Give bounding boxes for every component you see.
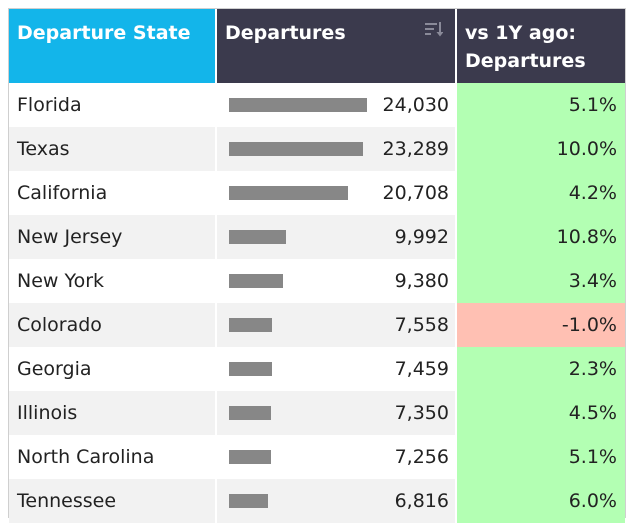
state-cell: New York bbox=[9, 259, 217, 303]
departures-cell: 20,708 bbox=[217, 171, 457, 215]
vs-1y-change-cell: 2.3% bbox=[457, 347, 625, 391]
table-row[interactable]: Illinois 7,350 4.5% bbox=[9, 391, 625, 435]
departures-bar bbox=[229, 142, 363, 156]
departures-value: 23,289 bbox=[382, 138, 449, 160]
departures-value: 24,030 bbox=[382, 94, 449, 116]
sort-descending-icon[interactable] bbox=[425, 21, 443, 37]
state-cell: Florida bbox=[9, 83, 217, 127]
column-header-vs-1y-ago[interactable]: vs 1Y ago: Departures bbox=[457, 9, 625, 83]
departures-table: Departure State Departures vs 1Y ago: De… bbox=[8, 8, 626, 523]
column-header-departures-label: Departures bbox=[225, 22, 346, 44]
departures-bar bbox=[229, 494, 268, 508]
departures-value: 7,558 bbox=[394, 314, 449, 336]
table-row[interactable]: Florida 24,030 5.1% bbox=[9, 83, 625, 127]
departures-value: 6,816 bbox=[394, 490, 449, 512]
vs-1y-change-cell: -1.0% bbox=[457, 303, 625, 347]
state-cell: California bbox=[9, 171, 217, 215]
table-row[interactable]: Tennessee 6,816 6.0% bbox=[9, 479, 625, 523]
departures-bar bbox=[229, 406, 271, 420]
table-row[interactable]: New Jersey 9,992 10.8% bbox=[9, 215, 625, 259]
column-header-departures[interactable]: Departures bbox=[217, 9, 457, 83]
state-cell: Colorado bbox=[9, 303, 217, 347]
table-row[interactable]: California 20,708 4.2% bbox=[9, 171, 625, 215]
departures-cell: 9,992 bbox=[217, 215, 457, 259]
table-row[interactable]: New York 9,380 3.4% bbox=[9, 259, 625, 303]
vs-1y-change-cell: 6.0% bbox=[457, 479, 625, 523]
departures-bar bbox=[229, 274, 283, 288]
departures-value: 9,992 bbox=[394, 226, 449, 248]
departures-bar bbox=[229, 362, 272, 376]
departures-cell: 7,459 bbox=[217, 347, 457, 391]
state-cell: Texas bbox=[9, 127, 217, 171]
vs-1y-change-cell: 4.2% bbox=[457, 171, 625, 215]
departures-bar bbox=[229, 230, 286, 244]
column-header-vs-line2: Departures bbox=[465, 50, 586, 72]
table-row[interactable]: Colorado 7,558 -1.0% bbox=[9, 303, 625, 347]
departures-cell: 9,380 bbox=[217, 259, 457, 303]
vs-1y-change-cell: 5.1% bbox=[457, 83, 625, 127]
departures-cell: 23,289 bbox=[217, 127, 457, 171]
table-body: Florida 24,030 5.1% Texas 23,289 10.0% Califor… bbox=[9, 83, 625, 523]
departures-bar bbox=[229, 318, 272, 332]
vs-1y-change-cell: 10.8% bbox=[457, 215, 625, 259]
column-header-departure-state[interactable]: Departure State bbox=[9, 9, 217, 83]
table-row[interactable]: Georgia 7,459 2.3% bbox=[9, 347, 625, 391]
table-row[interactable]: North Carolina 7,256 5.1% bbox=[9, 435, 625, 479]
departures-bar bbox=[229, 98, 367, 112]
state-cell: Illinois bbox=[9, 391, 217, 435]
departures-cell: 7,256 bbox=[217, 435, 457, 479]
departures-cell: 6,816 bbox=[217, 479, 457, 523]
table-header: Departure State Departures vs 1Y ago: De… bbox=[9, 9, 625, 83]
departures-cell: 24,030 bbox=[217, 83, 457, 127]
departures-value: 7,459 bbox=[394, 358, 449, 380]
vs-1y-change-cell: 4.5% bbox=[457, 391, 625, 435]
departures-value: 7,256 bbox=[394, 446, 449, 468]
vs-1y-change-cell: 3.4% bbox=[457, 259, 625, 303]
departures-value: 20,708 bbox=[382, 182, 449, 204]
departures-cell: 7,558 bbox=[217, 303, 457, 347]
departures-value: 9,380 bbox=[394, 270, 449, 292]
vs-1y-change-cell: 10.0% bbox=[457, 127, 625, 171]
state-cell: New Jersey bbox=[9, 215, 217, 259]
state-cell: North Carolina bbox=[9, 435, 217, 479]
departures-bar bbox=[229, 186, 348, 200]
table-row[interactable]: Texas 23,289 10.0% bbox=[9, 127, 625, 171]
state-cell: Georgia bbox=[9, 347, 217, 391]
state-cell: Tennessee bbox=[9, 479, 217, 523]
departures-bar bbox=[229, 450, 271, 464]
departures-cell: 7,350 bbox=[217, 391, 457, 435]
departures-value: 7,350 bbox=[394, 402, 449, 424]
column-header-vs-line1: vs 1Y ago: bbox=[465, 22, 576, 44]
vs-1y-change-cell: 5.1% bbox=[457, 435, 625, 479]
